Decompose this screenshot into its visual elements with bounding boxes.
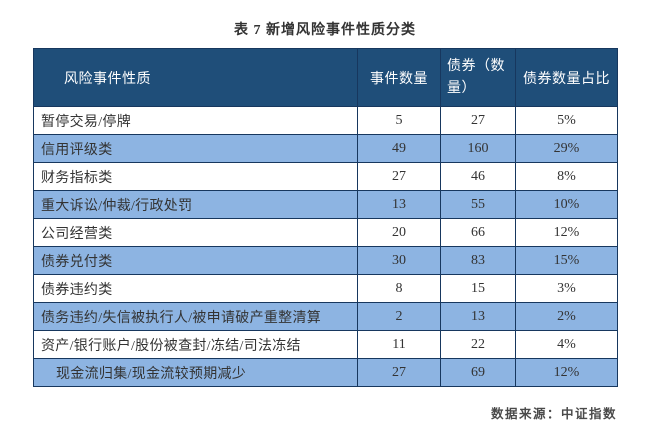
col-header-bond-count-ratio: 债券数量占比 [515, 48, 618, 107]
table-row: 财务指标类 27 46 8% [33, 162, 618, 191]
row-bond-ratio: 2% [515, 302, 618, 331]
row-event-count: 49 [357, 134, 441, 163]
risk-event-table: 风险事件性质 事件数量 债券（数量） 债券数量占比 暂停交易/停牌 5 27 5… [33, 48, 618, 387]
row-bond-count: 83 [440, 246, 516, 275]
table-row: 债务违约/失信被执行人/被申请破产重整清算 2 13 2% [33, 302, 618, 331]
table-row: 现金流归集/现金流较预期减少 27 69 12% [33, 358, 618, 387]
table-row: 资产/银行账户/股份被查封/冻结/司法冻结 11 22 4% [33, 330, 618, 359]
row-bond-count: 22 [440, 330, 516, 359]
table-row: 重大诉讼/仲裁/行政处罚 13 55 10% [33, 190, 618, 219]
row-bond-count: 69 [440, 358, 516, 387]
row-label: 债务违约/失信被执行人/被申请破产重整清算 [33, 302, 358, 331]
row-bond-count: 13 [440, 302, 516, 331]
row-event-count: 2 [357, 302, 441, 331]
row-bond-ratio: 12% [515, 358, 618, 387]
row-event-count: 20 [357, 218, 441, 247]
row-bond-ratio: 15% [515, 246, 618, 275]
row-label: 债券兑付类 [33, 246, 358, 275]
row-event-count: 27 [357, 358, 441, 387]
col-header-risk-event-nature: 风险事件性质 [33, 48, 358, 107]
header-row: 风险事件性质 事件数量 债券（数量） 债券数量占比 [33, 48, 618, 107]
row-bond-count: 46 [440, 162, 516, 191]
row-label: 财务指标类 [33, 162, 358, 191]
col-header-event-count: 事件数量 [357, 48, 441, 107]
table-body: 暂停交易/停牌 5 27 5% 信用评级类 49 160 29% 财务指标类 2… [33, 106, 618, 387]
table-row: 债券违约类 8 15 3% [33, 274, 618, 303]
row-bond-ratio: 10% [515, 190, 618, 219]
row-bond-count: 15 [440, 274, 516, 303]
row-bond-ratio: 29% [515, 134, 618, 163]
table-row: 暂停交易/停牌 5 27 5% [33, 106, 618, 135]
data-source: 数据来源：中证指数 [490, 407, 617, 421]
row-event-count: 5 [357, 106, 441, 135]
row-bond-ratio: 4% [515, 330, 618, 359]
row-event-count: 8 [357, 274, 441, 303]
row-bond-ratio: 5% [515, 106, 618, 135]
row-label: 资产/银行账户/股份被查封/冻结/司法冻结 [33, 330, 358, 359]
table-header: 风险事件性质 事件数量 债券（数量） 债券数量占比 [33, 48, 618, 107]
row-bond-count: 160 [440, 134, 516, 163]
row-bond-ratio: 3% [515, 274, 618, 303]
row-bond-ratio: 12% [515, 218, 618, 247]
table-row: 信用评级类 49 160 29% [33, 134, 618, 163]
table-row: 公司经营类 20 66 12% [33, 218, 618, 247]
row-label: 债券违约类 [33, 274, 358, 303]
row-bond-count: 27 [440, 106, 516, 135]
col-header-bond-count: 债券（数量） [440, 48, 516, 107]
row-event-count: 13 [357, 190, 441, 219]
row-label: 信用评级类 [33, 134, 358, 163]
row-bond-count: 55 [440, 190, 516, 219]
row-bond-count: 66 [440, 218, 516, 247]
row-event-count: 11 [357, 330, 441, 359]
row-label: 现金流归集/现金流较预期减少 [33, 358, 358, 387]
row-label: 重大诉讼/仲裁/行政处罚 [33, 190, 358, 219]
row-event-count: 27 [357, 162, 441, 191]
table-row: 债券兑付类 30 83 15% [33, 246, 618, 275]
row-label: 暂停交易/停牌 [33, 106, 358, 135]
risk-table-container: 风险事件性质 事件数量 债券（数量） 债券数量占比 暂停交易/停牌 5 27 5… [33, 48, 618, 387]
table-title: 表 7 新增风险事件性质分类 [234, 23, 416, 38]
row-event-count: 30 [357, 246, 441, 275]
row-bond-ratio: 8% [515, 162, 618, 191]
row-label: 公司经营类 [33, 218, 358, 247]
